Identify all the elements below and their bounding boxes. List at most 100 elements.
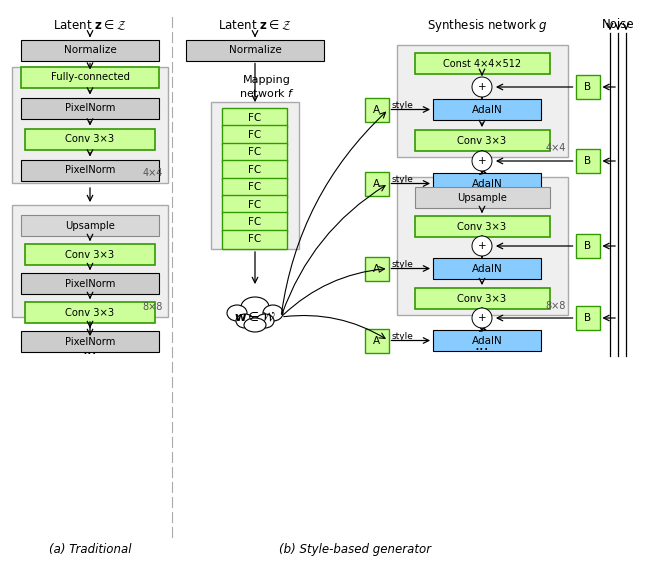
Text: Upsample: Upsample	[65, 221, 115, 231]
Text: FC: FC	[249, 113, 262, 122]
FancyBboxPatch shape	[223, 230, 288, 249]
Text: ...: ...	[83, 341, 97, 357]
Circle shape	[472, 77, 492, 97]
Text: 4×4: 4×4	[545, 143, 566, 153]
Text: style: style	[391, 101, 413, 110]
Text: Conv 3×3: Conv 3×3	[66, 134, 115, 144]
Text: +: +	[478, 313, 486, 323]
Text: (b) Style-based generator: (b) Style-based generator	[279, 543, 431, 556]
FancyBboxPatch shape	[223, 160, 288, 180]
Ellipse shape	[244, 318, 266, 332]
FancyBboxPatch shape	[365, 256, 389, 281]
Circle shape	[472, 308, 492, 328]
Text: AdaIN: AdaIN	[471, 264, 503, 273]
Text: ...: ...	[475, 337, 490, 353]
FancyBboxPatch shape	[21, 215, 159, 236]
Text: A: A	[373, 336, 380, 345]
FancyBboxPatch shape	[223, 108, 288, 128]
Text: Conv 3×3: Conv 3×3	[458, 222, 506, 231]
FancyBboxPatch shape	[396, 45, 568, 157]
FancyBboxPatch shape	[21, 331, 159, 352]
Text: Normalize: Normalize	[64, 45, 117, 55]
Text: Const 4×4×512: Const 4×4×512	[443, 58, 521, 69]
Text: A: A	[373, 179, 380, 188]
FancyBboxPatch shape	[415, 130, 549, 151]
Text: Conv 3×3: Conv 3×3	[66, 249, 115, 260]
FancyBboxPatch shape	[21, 66, 159, 87]
FancyBboxPatch shape	[212, 102, 299, 249]
FancyBboxPatch shape	[433, 258, 541, 279]
Circle shape	[472, 236, 492, 256]
Text: A: A	[373, 104, 380, 115]
FancyBboxPatch shape	[223, 143, 288, 162]
FancyBboxPatch shape	[223, 212, 288, 232]
FancyBboxPatch shape	[575, 234, 600, 258]
Text: FC: FC	[249, 165, 262, 175]
FancyBboxPatch shape	[223, 125, 288, 145]
Text: AdaIN: AdaIN	[471, 336, 503, 345]
Text: 8×8: 8×8	[545, 301, 566, 311]
Text: +: +	[478, 82, 486, 92]
Text: 8×8: 8×8	[143, 302, 163, 312]
FancyBboxPatch shape	[223, 195, 288, 214]
Text: Conv 3×3: Conv 3×3	[458, 294, 506, 303]
FancyBboxPatch shape	[575, 149, 600, 173]
Text: B: B	[584, 313, 591, 323]
Text: Noise: Noise	[602, 19, 634, 32]
Text: FC: FC	[249, 200, 262, 210]
FancyBboxPatch shape	[365, 98, 389, 121]
FancyBboxPatch shape	[186, 40, 324, 61]
Text: PixelNorm: PixelNorm	[65, 165, 115, 175]
Text: B: B	[584, 241, 591, 251]
FancyBboxPatch shape	[415, 216, 549, 237]
FancyBboxPatch shape	[433, 173, 541, 194]
Text: PixelNorm: PixelNorm	[65, 336, 115, 346]
Text: style: style	[391, 260, 413, 269]
Text: PixelNorm: PixelNorm	[65, 278, 115, 289]
Text: FC: FC	[249, 234, 262, 244]
Text: Fully-connected: Fully-connected	[51, 72, 130, 82]
Text: Latent $\mathbf{z} \in \mathcal{Z}$: Latent $\mathbf{z} \in \mathcal{Z}$	[53, 18, 127, 32]
FancyBboxPatch shape	[25, 129, 155, 150]
FancyBboxPatch shape	[433, 99, 541, 120]
Text: Upsample: Upsample	[457, 193, 507, 202]
Ellipse shape	[236, 314, 254, 328]
Ellipse shape	[227, 305, 247, 321]
Text: FC: FC	[249, 182, 262, 192]
Text: AdaIN: AdaIN	[471, 104, 503, 115]
FancyBboxPatch shape	[415, 53, 549, 74]
Text: style: style	[391, 175, 413, 184]
Text: (a) Traditional: (a) Traditional	[49, 543, 132, 556]
Circle shape	[472, 151, 492, 171]
Text: PixelNorm: PixelNorm	[65, 103, 115, 113]
FancyBboxPatch shape	[21, 98, 159, 119]
FancyBboxPatch shape	[21, 159, 159, 180]
Text: 4×4: 4×4	[143, 168, 163, 178]
Text: B: B	[584, 156, 591, 166]
Text: B: B	[584, 82, 591, 92]
Text: Conv 3×3: Conv 3×3	[66, 307, 115, 318]
FancyBboxPatch shape	[575, 306, 600, 330]
Text: FC: FC	[249, 147, 262, 158]
Text: Latent $\mathbf{z} \in \mathcal{Z}$: Latent $\mathbf{z} \in \mathcal{Z}$	[218, 18, 292, 32]
Ellipse shape	[241, 297, 269, 317]
FancyBboxPatch shape	[12, 67, 168, 183]
FancyBboxPatch shape	[365, 328, 389, 353]
Ellipse shape	[263, 305, 283, 321]
FancyBboxPatch shape	[415, 288, 549, 309]
FancyBboxPatch shape	[21, 273, 159, 294]
Text: +: +	[478, 241, 486, 251]
FancyBboxPatch shape	[433, 330, 541, 351]
FancyBboxPatch shape	[25, 244, 155, 265]
FancyBboxPatch shape	[415, 187, 549, 208]
Text: A: A	[373, 264, 380, 273]
Text: $\mathbf{w} \in \mathcal{W}$: $\mathbf{w} \in \mathcal{W}$	[234, 310, 276, 324]
FancyBboxPatch shape	[21, 40, 159, 61]
Text: Mapping
network $f$: Mapping network $f$	[239, 75, 295, 99]
FancyBboxPatch shape	[396, 177, 568, 315]
Text: style: style	[391, 332, 413, 341]
Text: AdaIN: AdaIN	[471, 179, 503, 188]
FancyBboxPatch shape	[365, 171, 389, 196]
FancyBboxPatch shape	[575, 75, 600, 99]
Text: FC: FC	[249, 130, 262, 140]
